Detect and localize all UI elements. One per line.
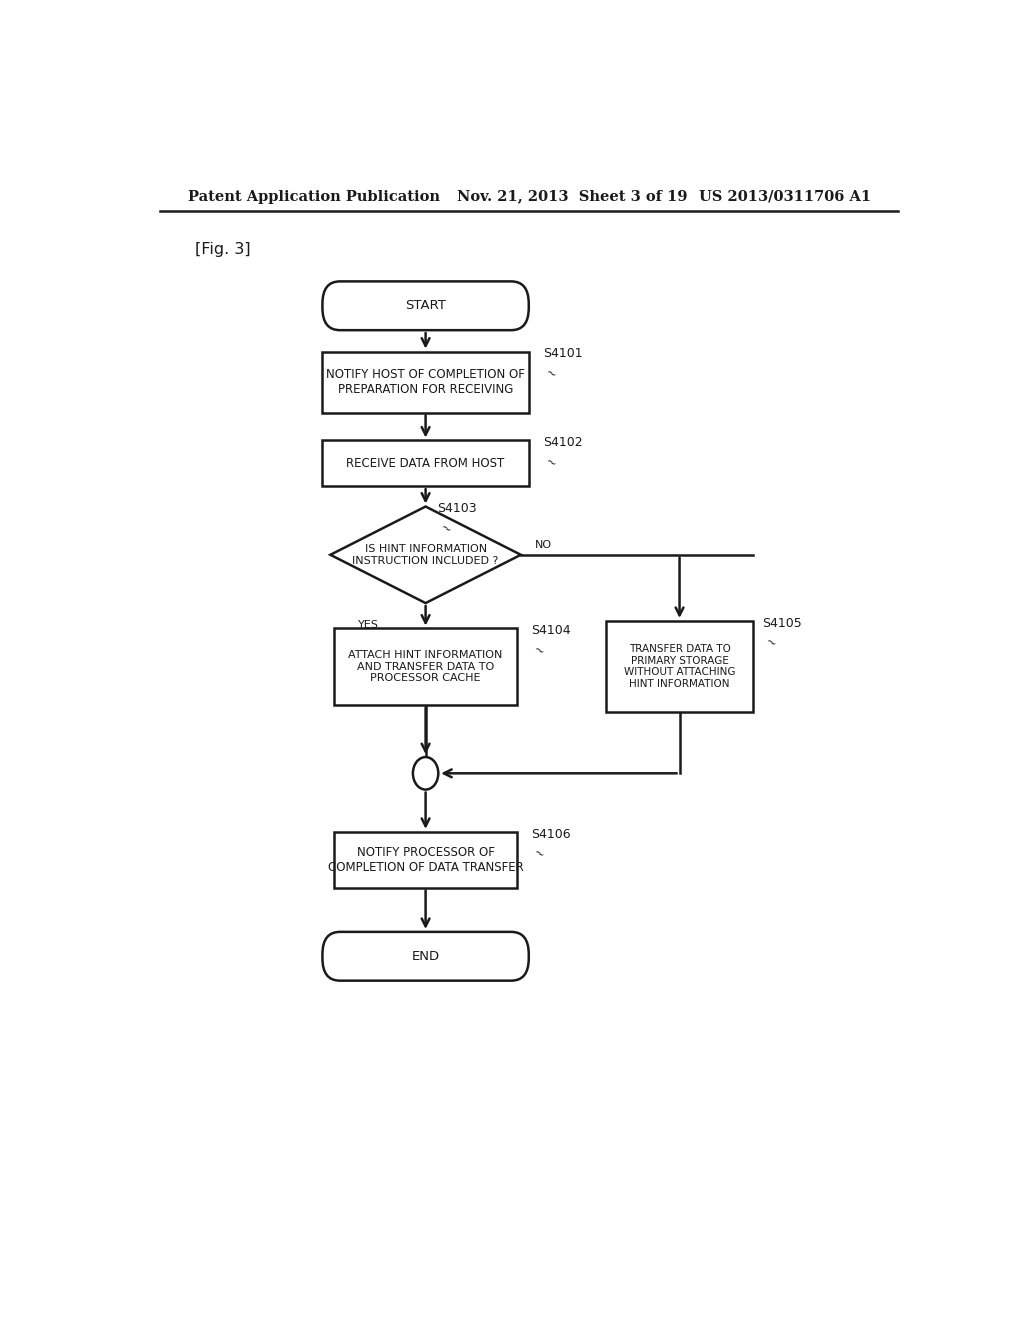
Bar [334,832,517,887]
Text: NO: NO [536,540,552,549]
Text: S4103: S4103 [437,503,477,515]
Text: S4102: S4102 [543,437,583,449]
Text: US 2013/0311706 A1: US 2013/0311706 A1 [699,190,871,203]
Text: S4105: S4105 [763,616,802,630]
Text: ~: ~ [763,635,778,652]
Bar [323,351,528,412]
FancyBboxPatch shape [323,932,528,981]
Text: Nov. 21, 2013  Sheet 3 of 19: Nov. 21, 2013 Sheet 3 of 19 [458,190,688,203]
Text: S4104: S4104 [531,624,570,638]
Text: ~: ~ [531,643,547,659]
Text: ~: ~ [543,366,559,383]
Bar [334,628,517,705]
Text: YES: YES [358,620,379,631]
Bar [323,441,528,486]
Bar [606,620,753,713]
Text: NOTIFY PROCESSOR OF
COMPLETION OF DATA TRANSFER: NOTIFY PROCESSOR OF COMPLETION OF DATA T… [328,846,523,874]
Text: ~: ~ [531,846,547,862]
Text: [Fig. 3]: [Fig. 3] [196,243,251,257]
Text: RECEIVE DATA FROM HOST: RECEIVE DATA FROM HOST [346,457,505,470]
Text: END: END [412,950,439,962]
Text: ATTACH HINT INFORMATION
AND TRANSFER DATA TO
PROCESSOR CACHE: ATTACH HINT INFORMATION AND TRANSFER DAT… [348,649,503,684]
Text: START: START [406,300,446,313]
Text: IS HINT INFORMATION
INSTRUCTION INCLUDED ?: IS HINT INFORMATION INSTRUCTION INCLUDED… [352,544,499,565]
Text: S4101: S4101 [543,347,583,360]
FancyBboxPatch shape [323,281,528,330]
Text: Patent Application Publication: Patent Application Publication [187,190,439,203]
Polygon shape [331,507,521,603]
Text: ~: ~ [437,521,453,537]
Text: ~: ~ [543,454,559,471]
Text: S4106: S4106 [531,828,570,841]
Text: TRANSFER DATA TO
PRIMARY STORAGE
WITHOUT ATTACHING
HINT INFORMATION: TRANSFER DATA TO PRIMARY STORAGE WITHOUT… [624,644,735,689]
Text: NOTIFY HOST OF COMPLETION OF
PREPARATION FOR RECEIVING: NOTIFY HOST OF COMPLETION OF PREPARATION… [327,368,525,396]
Circle shape [413,758,438,789]
